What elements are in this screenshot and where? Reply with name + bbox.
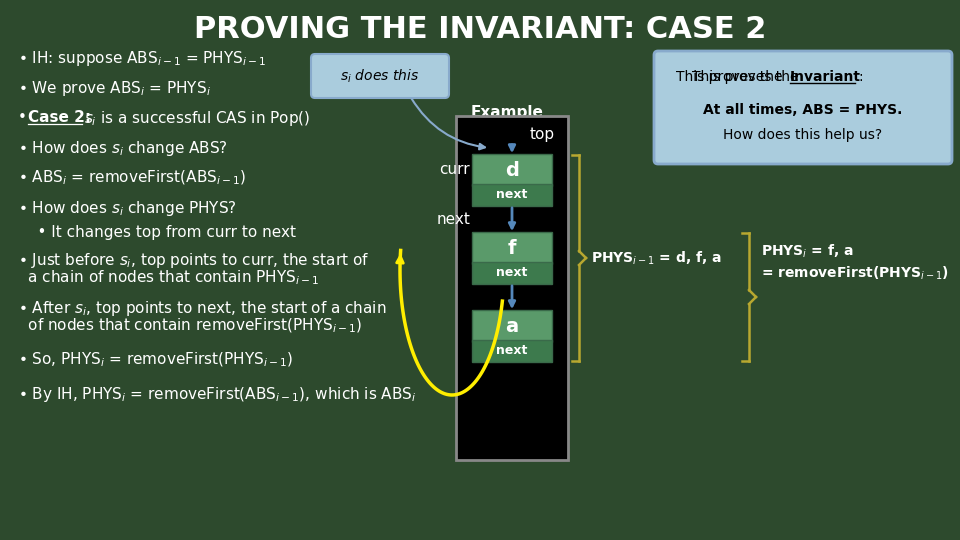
Text: top: top (530, 127, 555, 143)
Text: = removeFirst(PHYS$_{i-1}$): = removeFirst(PHYS$_{i-1}$) (761, 264, 948, 282)
Text: curr: curr (440, 161, 470, 177)
Text: This proves the: This proves the (676, 70, 787, 84)
Text: •: • (18, 111, 32, 125)
Text: $s_i$ is a successful CAS in Pop(): $s_i$ is a successful CAS in Pop() (84, 109, 310, 127)
Text: next: next (496, 345, 528, 357)
Text: Example: Example (470, 105, 543, 119)
Text: • It changes top from curr to next: • It changes top from curr to next (18, 225, 296, 240)
Text: of nodes that contain removeFirst(PHYS$_{i-1}$): of nodes that contain removeFirst(PHYS$_… (18, 317, 363, 335)
Text: :: : (858, 70, 863, 84)
Text: PHYS$_i$ = f, a: PHYS$_i$ = f, a (761, 242, 853, 260)
Text: Invariant: Invariant (790, 70, 861, 84)
Text: • IH: suppose ABS$_{i-1}$ = PHYS$_{i-1}$: • IH: suppose ABS$_{i-1}$ = PHYS$_{i-1}$ (18, 49, 266, 68)
FancyBboxPatch shape (472, 262, 552, 284)
Text: next: next (496, 267, 528, 280)
FancyBboxPatch shape (654, 51, 952, 164)
Text: a chain of nodes that contain PHYS$_{i-1}$: a chain of nodes that contain PHYS$_{i-1… (18, 268, 320, 287)
Text: • By IH, PHYS$_i$ = removeFirst(ABS$_{i-1}$), which is ABS$_i$: • By IH, PHYS$_i$ = removeFirst(ABS$_{i-… (18, 386, 417, 404)
Text: $s_i$ does this: $s_i$ does this (341, 68, 420, 85)
FancyBboxPatch shape (311, 54, 449, 98)
Text: PROVING THE INVARIANT: CASE 2: PROVING THE INVARIANT: CASE 2 (194, 16, 766, 44)
FancyBboxPatch shape (472, 310, 552, 342)
Text: next: next (436, 212, 470, 226)
Text: This proves the: This proves the (692, 70, 803, 84)
FancyBboxPatch shape (456, 116, 568, 460)
FancyBboxPatch shape (472, 184, 552, 206)
FancyBboxPatch shape (472, 154, 552, 186)
Text: d: d (505, 160, 519, 179)
Text: How does this help us?: How does this help us? (724, 128, 882, 142)
Text: • We prove ABS$_i$ = PHYS$_i$: • We prove ABS$_i$ = PHYS$_i$ (18, 78, 211, 98)
Text: Case 2:: Case 2: (28, 111, 91, 125)
Text: next: next (496, 188, 528, 201)
FancyBboxPatch shape (472, 340, 552, 362)
Text: • After $s_i$, top points to next, the start of a chain: • After $s_i$, top points to next, the s… (18, 299, 387, 318)
Text: a: a (505, 316, 518, 335)
Text: f: f (508, 239, 516, 258)
Text: PHYS$_{i-1}$ = d, f, a: PHYS$_{i-1}$ = d, f, a (591, 249, 722, 267)
Text: At all times, ABS = PHYS.: At all times, ABS = PHYS. (704, 103, 902, 117)
Text: • Just before $s_i$, top points to curr, the start of: • Just before $s_i$, top points to curr,… (18, 251, 370, 269)
FancyBboxPatch shape (472, 232, 552, 264)
Text: • How does $s_i$ change ABS?: • How does $s_i$ change ABS? (18, 138, 228, 158)
Text: • ABS$_i$ = removeFirst(ABS$_{i-1}$): • ABS$_i$ = removeFirst(ABS$_{i-1}$) (18, 169, 247, 187)
Text: • How does $s_i$ change PHYS?: • How does $s_i$ change PHYS? (18, 199, 237, 218)
Text: • So, PHYS$_i$ = removeFirst(PHYS$_{i-1}$): • So, PHYS$_i$ = removeFirst(PHYS$_{i-1}… (18, 351, 294, 369)
